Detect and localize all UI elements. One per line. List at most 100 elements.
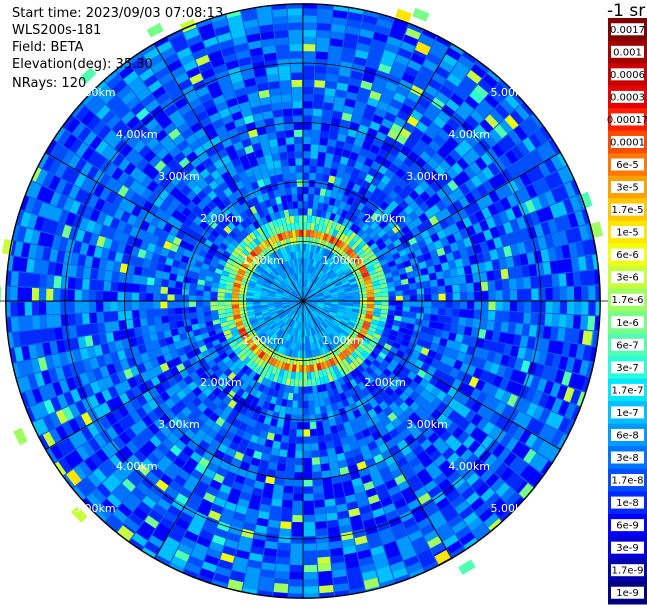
- range-bin: [304, 508, 314, 515]
- range-bin: [431, 287, 439, 294]
- range-bin: [304, 501, 314, 509]
- range-bin: [552, 274, 560, 287]
- range-bin: [309, 187, 315, 195]
- range-bin: [300, 351, 303, 358]
- range-bin: [225, 293, 232, 297]
- range-bin: [281, 514, 292, 522]
- range-bin: [68, 314, 76, 326]
- range-bin: [25, 302, 33, 316]
- range-bin: [210, 292, 218, 297]
- range-bin: [522, 324, 530, 336]
- range-bin: [510, 290, 517, 300]
- range-bin: [46, 302, 53, 315]
- range-bin: [515, 323, 523, 334]
- range-bin: [303, 101, 313, 108]
- range-bin: [474, 292, 481, 301]
- range-bin: [464, 265, 473, 274]
- range-bin: [268, 462, 277, 471]
- range-bin: [104, 322, 112, 332]
- range-bin: [450, 325, 458, 334]
- range-bin: [290, 558, 303, 566]
- range-bin: [154, 317, 162, 325]
- range-bin: [133, 319, 141, 328]
- range-bin: [154, 278, 162, 286]
- range-bin: [281, 435, 289, 443]
- range-bin: [438, 286, 446, 293]
- range-bin: [538, 301, 546, 313]
- range-bin: [310, 158, 317, 166]
- range-bin: [481, 310, 489, 319]
- range-bin: [279, 528, 291, 536]
- range-bin: [111, 282, 119, 292]
- range-bin: [464, 327, 473, 336]
- range-bin: [17, 287, 25, 301]
- range-bin: [32, 302, 40, 315]
- range-bin: [319, 578, 333, 586]
- range-bin: [367, 297, 374, 300]
- range-bin: [508, 268, 516, 279]
- range-bin: [304, 586, 318, 594]
- range-bin: [307, 372, 311, 379]
- range-bin: [308, 386, 313, 394]
- range-bin: [317, 37, 330, 45]
- range-bin: [502, 312, 510, 322]
- range-bin: [286, 407, 292, 415]
- range-bin: [287, 450, 295, 458]
- range-bin: [467, 301, 474, 309]
- range-bin: [509, 312, 517, 323]
- range-bin: [314, 187, 320, 195]
- range-bin: [443, 270, 451, 278]
- range-bin: [313, 109, 323, 117]
- range-bin: [465, 318, 473, 327]
- range-bin: [67, 302, 74, 313]
- range-bin: [566, 273, 574, 287]
- range-bin: [60, 289, 67, 301]
- range-bin: [339, 299, 346, 301]
- range-bin: [189, 296, 196, 302]
- range-bin: [217, 292, 225, 297]
- range-bin: [276, 564, 289, 572]
- range-bin: [309, 400, 315, 408]
- range-bin: [503, 290, 511, 300]
- range-bin: [160, 309, 168, 316]
- range-bin: [439, 301, 446, 308]
- range-bin: [308, 194, 314, 202]
- range-bin: [311, 151, 319, 159]
- range-bin: [285, 472, 294, 480]
- range-bin: [309, 173, 316, 181]
- range-bin: [274, 485, 284, 493]
- range-bin: [182, 295, 189, 301]
- range-bin: [155, 324, 163, 332]
- range-bin: [326, 513, 337, 521]
- range-bin: [474, 310, 482, 319]
- range-bin: [319, 138, 328, 146]
- range-bin: [272, 499, 283, 507]
- range-bin: [304, 551, 317, 558]
- range-bin: [424, 307, 432, 314]
- range-bin: [360, 298, 367, 301]
- range-bin: [317, 550, 330, 558]
- range-bin: [232, 298, 239, 301]
- range-bin: [317, 159, 325, 167]
- range-bin: [423, 314, 431, 321]
- range-bin: [318, 435, 326, 443]
- range-bin: [508, 323, 516, 334]
- range-bin: [317, 30, 330, 38]
- range-bin: [323, 484, 333, 492]
- range-bin: [303, 173, 309, 180]
- range-bin: [314, 486, 324, 494]
- range-bin: [460, 301, 467, 309]
- range-bin: [303, 51, 315, 58]
- range-bin: [18, 272, 26, 286]
- range-bin: [53, 276, 61, 288]
- range-bin: [296, 437, 303, 444]
- range-bin: [389, 301, 396, 306]
- range-bin: [296, 444, 303, 451]
- range-bin: [146, 293, 153, 301]
- range-bin: [83, 267, 91, 278]
- range-bin: [304, 451, 312, 458]
- range-bin: [61, 277, 69, 289]
- range-bin: [189, 290, 197, 296]
- range-bin: [319, 442, 327, 450]
- range-bin: [267, 527, 279, 536]
